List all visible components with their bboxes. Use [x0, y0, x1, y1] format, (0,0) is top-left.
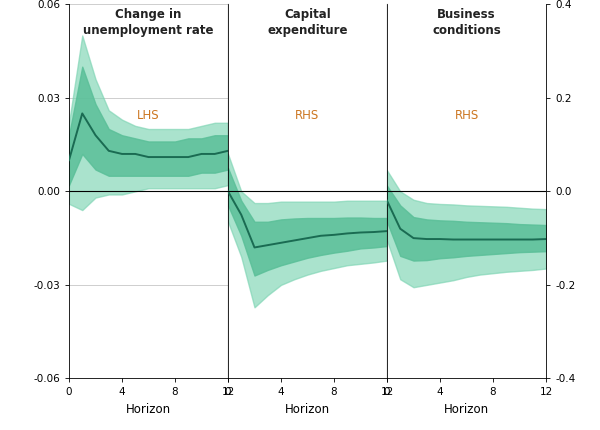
X-axis label: Horizon: Horizon [126, 403, 171, 416]
Text: Capital
expenditure: Capital expenditure [267, 8, 348, 37]
X-axis label: Horizon: Horizon [444, 403, 489, 416]
Text: Change in
unemployment rate: Change in unemployment rate [83, 8, 214, 37]
Text: Business
conditions: Business conditions [432, 8, 501, 37]
X-axis label: Horizon: Horizon [285, 403, 330, 416]
Text: RHS: RHS [454, 109, 479, 122]
Text: LHS: LHS [137, 109, 160, 122]
Text: RHS: RHS [295, 109, 320, 122]
